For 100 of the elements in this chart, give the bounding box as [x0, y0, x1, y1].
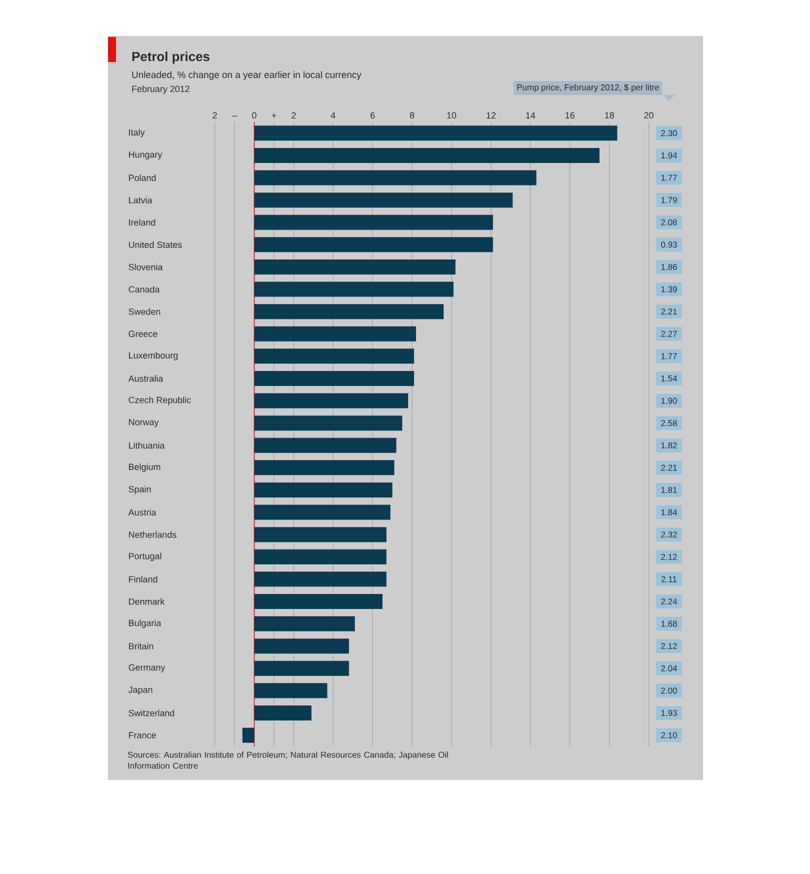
bar	[254, 237, 493, 252]
bar	[254, 438, 396, 453]
data-label: 1.39	[661, 286, 677, 292]
bar	[254, 170, 536, 186]
bar	[254, 348, 414, 364]
y-tick-label: Switzerland	[128, 710, 174, 716]
data-label: 2.27	[661, 330, 677, 337]
bar	[254, 683, 328, 698]
bar	[254, 705, 312, 720]
x-tick-label: 2	[212, 112, 217, 118]
y-tick-label: Norway	[129, 419, 159, 428]
y-tick-label: Slovenia	[128, 264, 163, 270]
data-label: 1.68	[661, 620, 677, 627]
bar	[254, 393, 408, 408]
y-tick-label: Netherlands	[129, 531, 176, 538]
source-note: Sources: Australian Institute of Petroleum; Natural Resources Canada; Japanese Oil Information Centre	[128, 752, 448, 769]
bar	[254, 304, 444, 320]
bar	[254, 192, 513, 208]
x-tick-label: 12	[486, 112, 496, 118]
bar	[254, 460, 394, 476]
x-tick-label: 4	[330, 112, 336, 118]
bar	[254, 616, 355, 632]
x-tick-label: 2	[292, 112, 296, 118]
data-label: 1.86	[661, 264, 677, 270]
chart-subtitle: Unleaded, % change on a year earlier in local currency	[132, 71, 362, 80]
x-tick-label: 16	[566, 112, 574, 118]
y-tick-label: Sweden	[128, 308, 160, 315]
data-label: 1.79	[661, 197, 677, 204]
data-label: 2.12	[661, 554, 677, 560]
x-tick-label: 14	[526, 112, 536, 118]
data-label: 2.24	[661, 598, 678, 604]
bar	[254, 527, 386, 542]
y-tick-label: Hungary	[129, 151, 162, 160]
y-tick-label: Belgium	[129, 463, 160, 472]
data-label: 1.77	[661, 174, 677, 181]
y-tick-label: France	[129, 732, 156, 738]
y-tick-label: Lithuania	[129, 442, 165, 449]
data-label: 1.90	[661, 398, 677, 404]
bar	[254, 572, 386, 587]
data-label: 2.30	[661, 130, 677, 136]
y-tick-label: Denmark	[129, 598, 165, 605]
chart-title: Petrol prices	[132, 52, 210, 64]
x-tick-label: –	[232, 116, 238, 117]
y-tick-label: Ireland	[129, 219, 156, 226]
bar	[254, 416, 402, 431]
bar	[254, 282, 454, 297]
bar	[254, 126, 618, 141]
y-tick-label: Britain	[129, 642, 154, 650]
y-tick-label: Germany	[128, 664, 166, 672]
y-tick-label: Bulgaria	[129, 620, 162, 628]
data-label: 2.00	[661, 688, 677, 694]
x-tick-label: 10	[447, 112, 456, 118]
x-tick-label: 8	[410, 112, 414, 118]
y-tick-label: Spain	[128, 486, 151, 494]
x-tick-label: 6	[370, 112, 375, 118]
data-label: 1.84	[661, 509, 678, 516]
data-label: 1.77	[661, 353, 677, 360]
bar	[254, 326, 416, 342]
bar	[254, 370, 414, 386]
data-label: 2.21	[661, 464, 677, 471]
y-tick-label: Australia	[128, 375, 164, 382]
data-label: 1.94	[661, 152, 678, 158]
bar	[254, 660, 349, 676]
y-tick-label: United States	[129, 241, 182, 248]
data-label: 1.93	[661, 710, 677, 716]
x-tick-label: 0	[252, 112, 256, 118]
x-tick-label: 18	[605, 112, 614, 118]
y-tick-label: Finland	[129, 576, 158, 582]
bar	[254, 148, 600, 163]
data-label: 0.93	[661, 242, 677, 248]
data-label: 2.21	[661, 308, 677, 315]
bar	[254, 504, 390, 520]
y-tick-label: Canada	[128, 286, 160, 293]
data-label: 2.32	[661, 532, 677, 538]
data-label: 1.54	[661, 376, 678, 382]
bar	[254, 214, 493, 230]
data-label: 2.10	[661, 732, 677, 738]
bar	[254, 594, 382, 609]
y-tick-label: Italy	[129, 128, 145, 138]
x-tick-label: 20	[644, 112, 654, 118]
bar	[242, 728, 254, 743]
bar	[254, 638, 349, 654]
bar	[254, 259, 456, 274]
text: Pump price, February 2012, $ per litre	[517, 84, 659, 92]
data-label: 2.04	[661, 665, 678, 672]
y-tick-label: Austria	[128, 508, 156, 516]
data-label: 2.58	[661, 420, 677, 426]
bar	[254, 549, 386, 564]
x-tick-label: +	[272, 113, 276, 118]
y-tick-label: Latvia	[129, 196, 152, 204]
data-label: 2.12	[661, 643, 677, 650]
y-tick-label: Czech Republic	[128, 396, 191, 405]
bar	[254, 482, 392, 498]
y-tick-label: Poland	[129, 174, 156, 182]
y-tick-label: Luxembourg	[129, 352, 178, 360]
y-tick-label: Portugal	[129, 552, 162, 562]
data-label: 1.82	[661, 442, 677, 448]
text: February 2012	[132, 86, 190, 94]
data-label: 1.81	[661, 486, 677, 493]
y-tick-label: Japan	[128, 686, 152, 695]
